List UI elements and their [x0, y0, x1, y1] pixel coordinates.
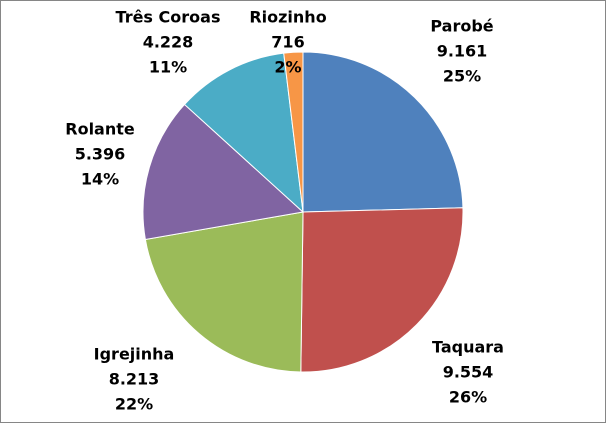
pie-slice	[183, 52, 304, 214]
pie-slice	[142, 103, 305, 241]
percent-label: 26%	[449, 388, 487, 407]
slice-label: Três Coroas	[116, 8, 221, 27]
slice-label: Riozinho	[249, 8, 326, 27]
percent-label: 14%	[81, 170, 119, 189]
value-label: 8.213	[109, 370, 160, 389]
percent-label: 11%	[149, 58, 187, 77]
pie-slice	[300, 207, 464, 373]
value-label: 5.396	[75, 145, 126, 164]
value-label: 9.554	[443, 363, 494, 382]
percent-label: 2%	[274, 58, 301, 77]
slice-label: Taquara	[432, 338, 504, 357]
slice-label: Rolante	[65, 120, 135, 139]
pie-slice	[302, 51, 464, 213]
value-label: 4.228	[143, 33, 194, 52]
slice-label: Igrejinha	[94, 345, 175, 364]
pie-slice	[283, 51, 304, 213]
value-label: 716	[271, 33, 304, 52]
pie-slice	[144, 211, 304, 373]
value-label: 9.161	[437, 42, 488, 61]
percent-label: 22%	[115, 395, 153, 414]
percent-label: 25%	[443, 67, 481, 86]
slice-label: Parobé	[430, 17, 493, 36]
